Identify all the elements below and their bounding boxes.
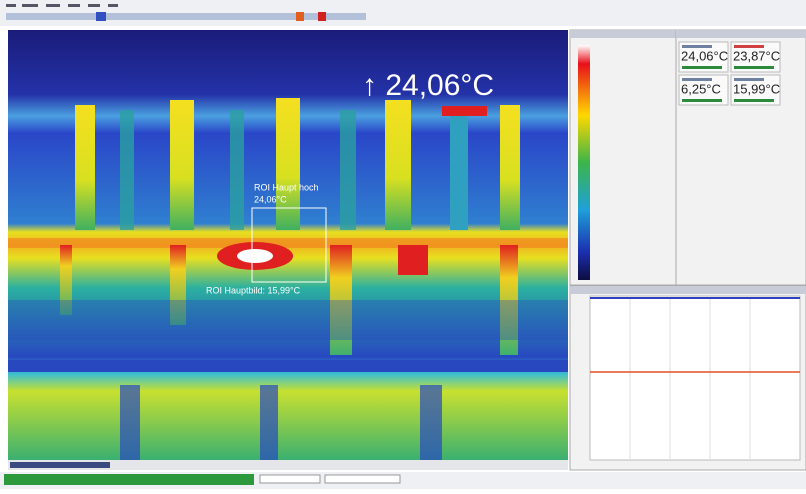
app-window: ↑ 24,06°C ROI Haupt hoch 24,06°C ROI Hau…	[0, 0, 806, 489]
page: ↑ 24,06°C ROI Haupt hoch 24,06°C ROI Hau…	[0, 0, 806, 489]
readout-value: 6,25°C	[681, 81, 721, 96]
playback-controls[interactable]	[10, 462, 110, 468]
panel-header	[570, 286, 806, 294]
roi-value: 24,06°C	[254, 194, 287, 204]
readout-value: 15,99°C	[733, 81, 780, 96]
status-progress	[4, 474, 254, 485]
toolbar-icons[interactable]	[6, 12, 366, 21]
readout-bar	[734, 99, 774, 102]
roi-label: ROI Hauptbild: 15,99°C	[206, 285, 301, 295]
max-temperature: ↑ 24,06°C	[362, 69, 494, 102]
status-field	[260, 475, 320, 483]
readout-bar	[734, 66, 774, 69]
status-field	[325, 475, 400, 483]
panel-header	[676, 30, 806, 38]
readout-value: 24,06°C	[681, 48, 728, 63]
readout-bar	[682, 66, 722, 69]
readout-value: 23,87°C	[733, 48, 780, 63]
chart-plot	[590, 296, 800, 460]
panel-header	[570, 30, 676, 38]
roi-label: ROI Haupt hoch	[254, 182, 319, 192]
color-scale	[578, 45, 590, 280]
readout-bar	[682, 99, 722, 102]
